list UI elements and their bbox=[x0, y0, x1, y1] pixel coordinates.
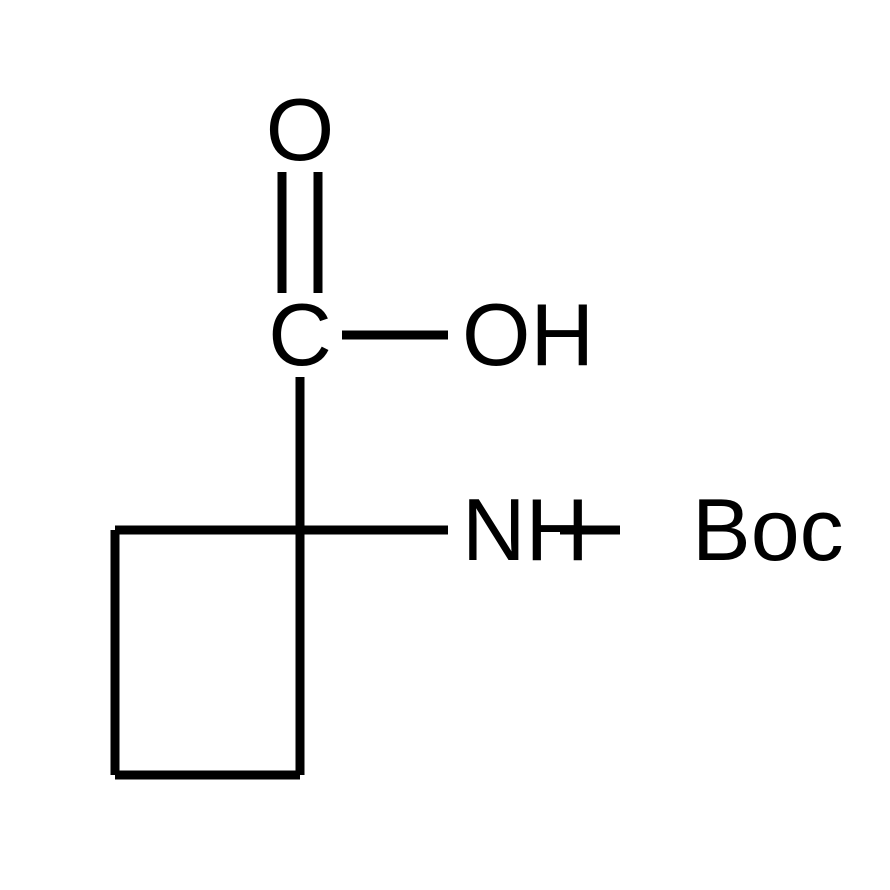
chemical-structure-diagram: O C OH NH Boc bbox=[0, 0, 890, 890]
atom-label-NH: NH bbox=[462, 480, 589, 579]
atom-label-C_carbonyl: C bbox=[268, 285, 332, 384]
atom-label-O_dbl: O bbox=[266, 80, 334, 179]
atom-label-Boc: Boc bbox=[692, 480, 844, 579]
atom-label-OH: OH bbox=[462, 285, 594, 384]
